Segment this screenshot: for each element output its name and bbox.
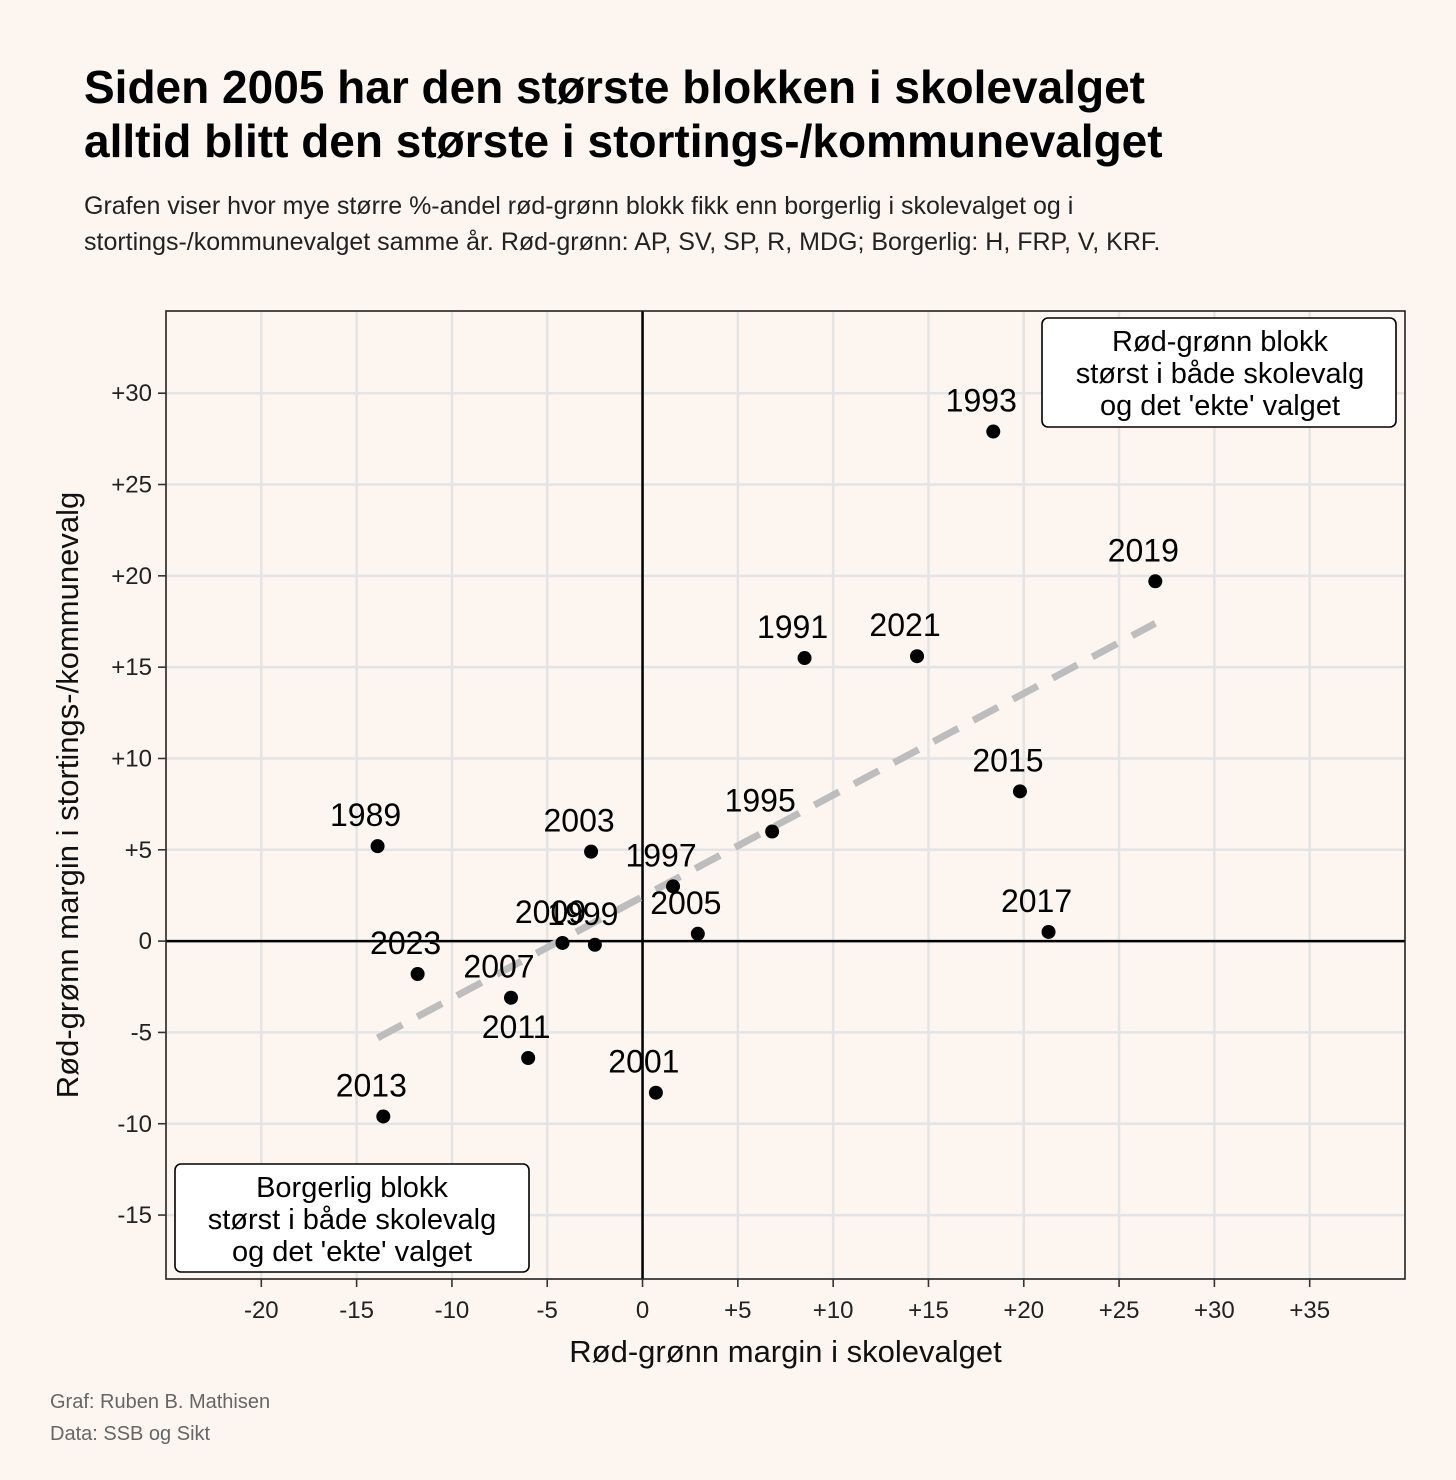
chart-subtitle-line-1: Grafen viser hvor mye større %-andel rød… [84, 192, 1074, 220]
point-label: 1993 [946, 383, 1017, 419]
data-point [370, 839, 385, 854]
x-tick-label: +20 [1003, 1297, 1044, 1324]
data-point [910, 649, 925, 664]
y-tick-label: +20 [111, 563, 152, 590]
point-label: 2001 [608, 1044, 679, 1080]
data-point [410, 966, 425, 981]
point-label: 1989 [330, 797, 401, 833]
x-tick-label: -15 [339, 1297, 374, 1324]
y-tick-label: +10 [111, 745, 152, 772]
data-point [1148, 574, 1163, 589]
data-point [376, 1109, 391, 1124]
chart-title: Siden 2005 har den største blokken i sko… [84, 60, 1424, 168]
data-point [521, 1051, 536, 1066]
data-point [648, 1085, 663, 1100]
x-tick-label: 0 [636, 1297, 649, 1324]
x-tick-label: +30 [1194, 1297, 1235, 1324]
y-tick-label: -5 [131, 1019, 152, 1046]
point-label: 2017 [1001, 883, 1072, 919]
plot-border [165, 310, 1406, 1280]
chart-title-line-2: alltid blitt den største i stortings-/ko… [84, 115, 1163, 167]
annotation-box [174, 1163, 530, 1273]
data-point [555, 935, 570, 950]
point-label: 2015 [972, 742, 1043, 778]
point-label: 2019 [1108, 532, 1179, 568]
data-point [1012, 784, 1027, 799]
data-point [584, 844, 599, 859]
annotation-text: og det 'ekte' valget [232, 1236, 472, 1268]
data-point [797, 651, 812, 666]
annotation-text: Rød-grønn blokk [1112, 326, 1328, 358]
annotation-box [1041, 317, 1397, 428]
trend-line [375, 620, 1157, 1042]
data-point [765, 824, 780, 839]
x-tick-label: +35 [1289, 1297, 1330, 1324]
chart-title-line-1: Siden 2005 har den største blokken i sko… [84, 61, 1145, 113]
chart-subtitle: Grafen viser hvor mye større %-andel rød… [84, 188, 1424, 260]
x-tick-label: +25 [1099, 1297, 1140, 1324]
chart-subtitle-line-2: stortings-/kommunevalget samme år. Rød-g… [84, 228, 1161, 256]
y-tick-label: +25 [111, 472, 152, 499]
point-label: 2003 [543, 803, 614, 839]
annotation-text: og det 'ekte' valget [1100, 390, 1340, 422]
annotation-text: Borgerlig blokk [256, 1172, 448, 1204]
data-point [1041, 924, 1056, 939]
data-point [690, 926, 705, 941]
y-tick-label: 0 [139, 928, 152, 955]
annotation-text: størst i både skolevalg [208, 1204, 497, 1236]
point-label: 2013 [336, 1067, 407, 1103]
y-tick-label: +5 [125, 837, 152, 864]
plot-panel [166, 311, 1405, 1279]
x-axis-title: Rød-grønn margin i skolevalget [569, 1334, 1002, 1369]
x-tick-label: +5 [724, 1297, 751, 1324]
caption-author: Graf: Ruben B. Mathisen [50, 1391, 271, 1413]
x-tick-label: -5 [537, 1297, 558, 1324]
annotation-text: størst i både skolevalg [1076, 358, 1365, 390]
x-tick-label: -10 [435, 1297, 470, 1324]
point-label: 1997 [625, 837, 696, 873]
y-tick-label: -10 [117, 1111, 152, 1138]
x-tick-label: +15 [908, 1297, 949, 1324]
y-axis-title: Rød-grønn margin i stortings-/kommuneval… [50, 492, 85, 1098]
point-label: 2007 [463, 949, 534, 985]
x-tick-label: +10 [813, 1297, 854, 1324]
y-tick-label: +30 [111, 380, 152, 407]
caption-source: Data: SSB og Sikt [50, 1423, 211, 1445]
point-label: 2023 [370, 925, 441, 961]
point-label: 1995 [725, 783, 796, 819]
point-label: 1999 [547, 896, 618, 932]
point-label: 2011 [482, 1009, 551, 1045]
x-tick-label: -20 [244, 1297, 279, 1324]
point-label: 1991 [757, 609, 828, 645]
point-label: 2021 [869, 607, 940, 643]
point-label: 2009 [515, 894, 586, 930]
data-point [504, 990, 519, 1005]
data-point [986, 424, 1001, 439]
caption: Graf: Ruben B. Mathisen Data: SSB og Sik… [50, 1386, 270, 1450]
point-label: 2005 [650, 885, 721, 921]
y-tick-label: -15 [117, 1202, 152, 1229]
y-tick-label: +15 [111, 654, 152, 681]
data-point [666, 879, 681, 894]
data-point [587, 937, 602, 952]
